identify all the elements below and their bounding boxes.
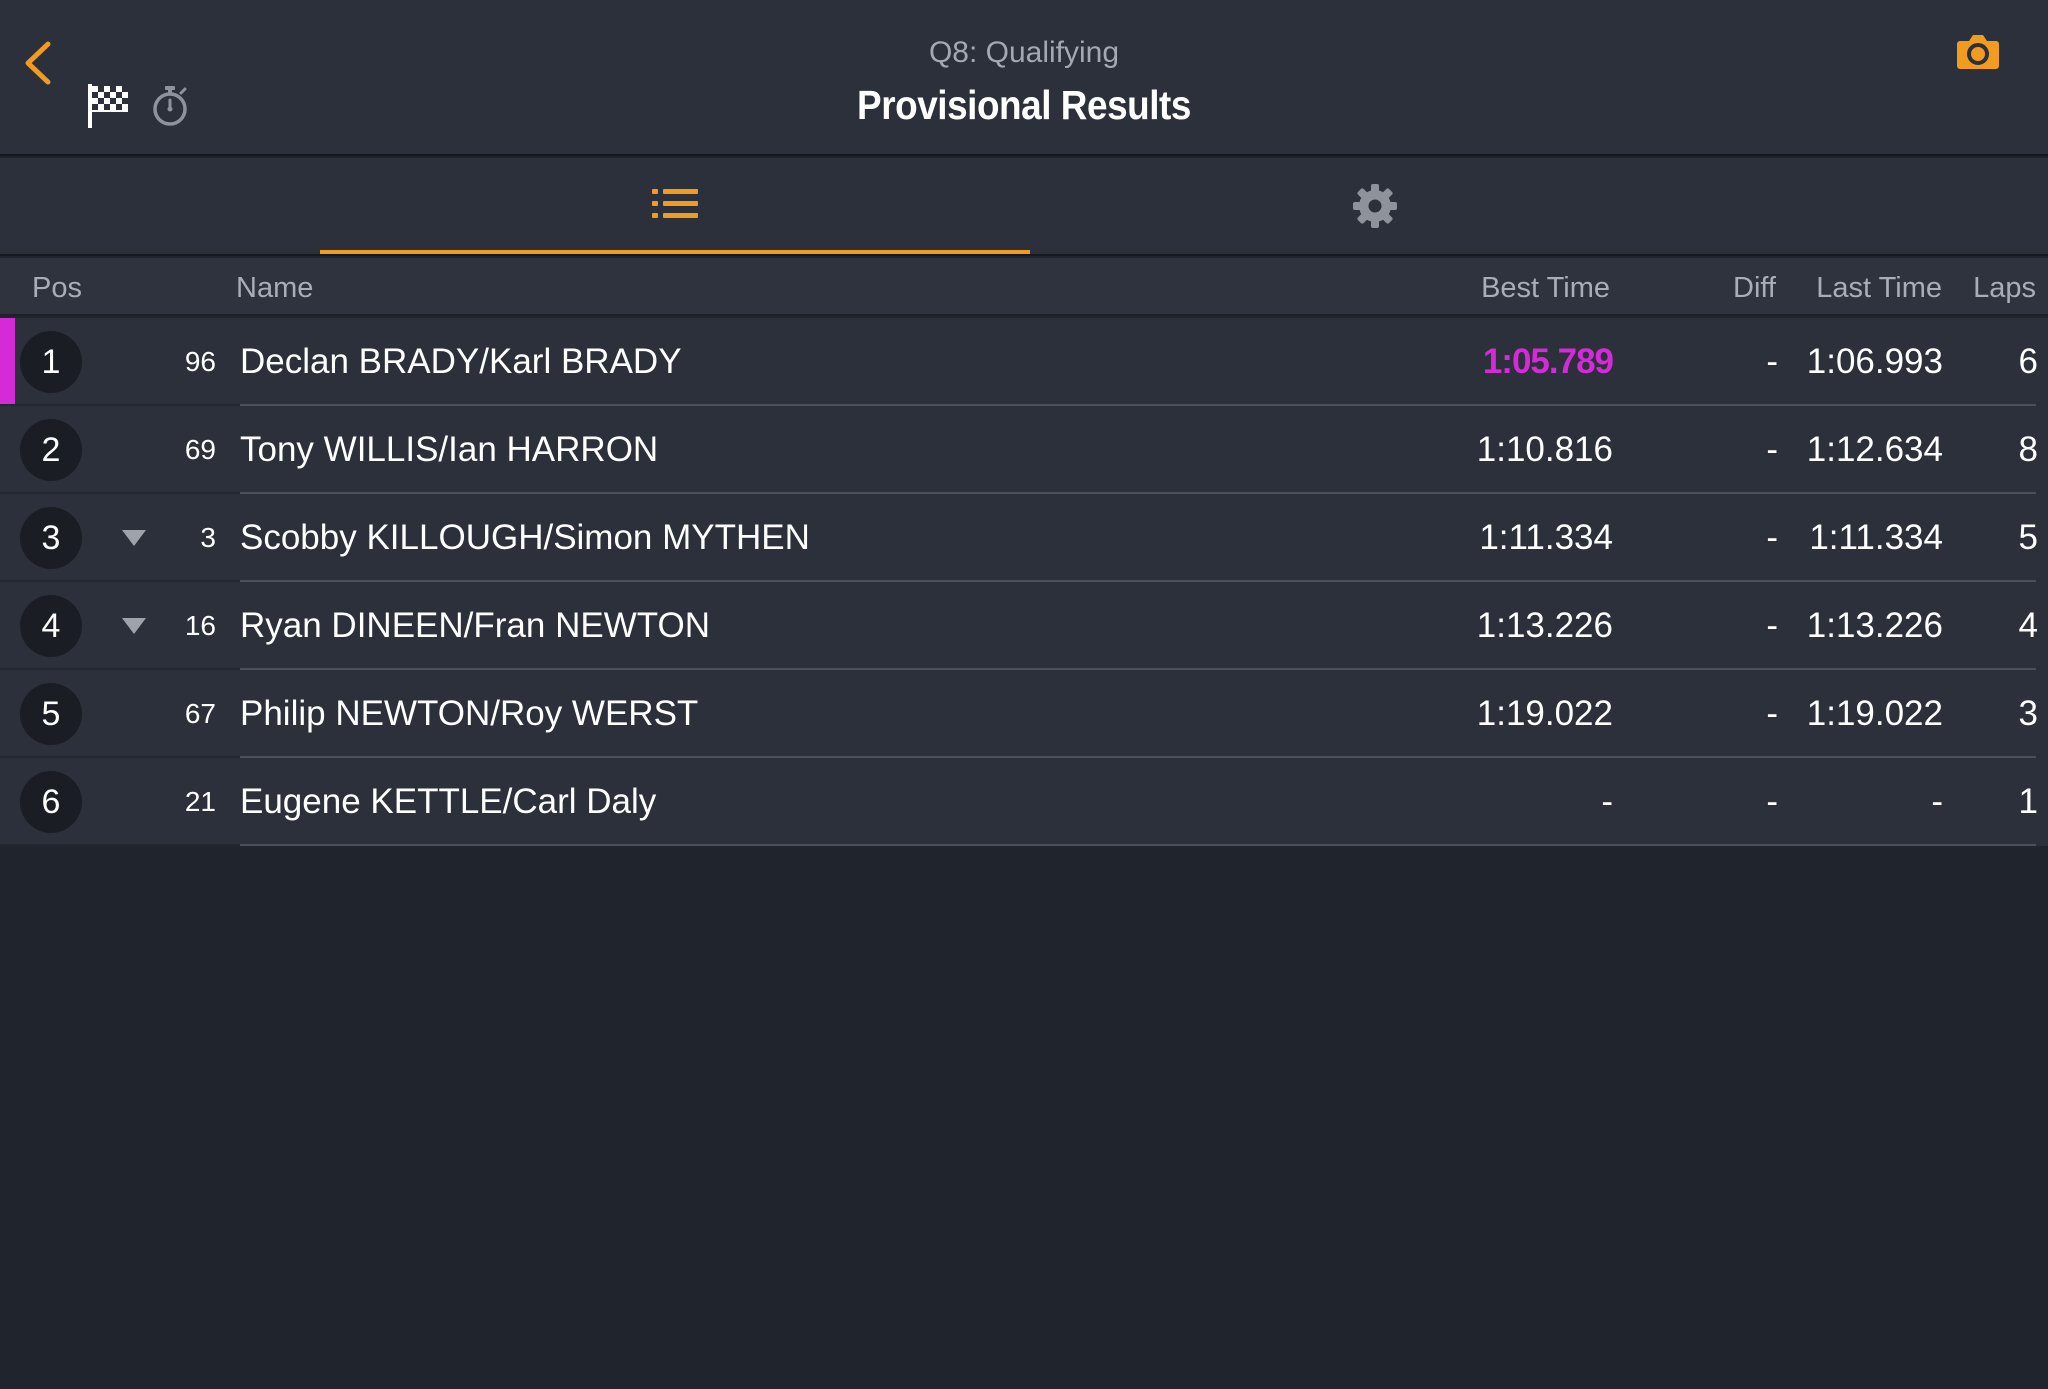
- car-number: 96: [184, 346, 216, 377]
- tab-bar: [0, 158, 2048, 256]
- row-divider: [0, 668, 240, 670]
- triangle-down-icon: [122, 530, 146, 546]
- last-time: -: [1931, 782, 1943, 821]
- diff: -: [1766, 518, 1778, 557]
- row-divider: [0, 492, 240, 494]
- driver-name: Tony WILLIS/Ian HARRON: [240, 430, 659, 469]
- best-time: 1:19.022: [1476, 694, 1613, 733]
- last-time: 1:19.022: [1806, 694, 1943, 733]
- row-divider: [240, 580, 2036, 582]
- last-time: 1:11.334: [1809, 518, 1943, 557]
- best-time: 1:13.226: [1476, 606, 1613, 645]
- car-number: 21: [184, 786, 216, 817]
- diff: -: [1766, 694, 1778, 733]
- column-header-name: Name: [236, 272, 314, 304]
- row-divider: [240, 844, 2036, 846]
- car-number: 69: [184, 434, 216, 465]
- driver-name: Declan BRADY/Karl BRADY: [240, 342, 682, 381]
- table-row[interactable]: 3 3 Scobby KILLOUGH/Simon MYTHEN 1:11.33…: [0, 494, 2048, 582]
- car-number: 3: [200, 522, 216, 553]
- table-row[interactable]: 6 21 Eugene KETTLE/Carl Daly - - - 1: [0, 758, 2048, 846]
- table-row[interactable]: 5 67 Philip NEWTON/Roy WERST 1:19.022 - …: [0, 670, 2048, 758]
- table-row[interactable]: 1 96 Declan BRADY/Karl BRADY 1:05.789 - …: [0, 318, 2048, 406]
- column-header-last-time: Last Time: [1816, 272, 1942, 304]
- last-time: 1:12.634: [1806, 430, 1943, 469]
- row-divider: [240, 492, 2036, 494]
- row-divider: [0, 756, 240, 758]
- header-bar: Q8: Qualifying Provisional Results: [0, 0, 2048, 156]
- laps: 1: [2018, 782, 2038, 821]
- tab-results-list[interactable]: [320, 158, 1030, 254]
- row-divider: [240, 668, 2036, 670]
- page-title: Provisional Results: [857, 82, 1191, 128]
- best-time: 1:10.816: [1476, 430, 1613, 469]
- tab-settings[interactable]: [1030, 158, 1720, 254]
- last-time: 1:06.993: [1806, 342, 1943, 381]
- checkered-flag-icon: [88, 84, 128, 128]
- session-subtitle: Q8: Qualifying: [928, 36, 1120, 69]
- driver-name: Eugene KETTLE/Carl Daly: [240, 782, 657, 821]
- laps: 5: [2018, 518, 2038, 557]
- car-number: 67: [184, 698, 216, 729]
- driver-name: Philip NEWTON/Roy WERST: [240, 694, 699, 733]
- triangle-down-icon: [122, 618, 146, 634]
- column-header-best-time: Best Time: [1481, 272, 1610, 304]
- gear-icon: [1353, 184, 1397, 228]
- results-table: 1 96 Declan BRADY/Karl BRADY 1:05.789 - …: [0, 318, 2048, 846]
- fastest-lap-marker: [0, 318, 15, 404]
- column-header-diff: Diff: [1733, 272, 1776, 304]
- diff: -: [1766, 430, 1778, 469]
- best-time: 1:05.789: [1482, 342, 1614, 381]
- stopwatch-icon[interactable]: [150, 84, 190, 128]
- table-header: Pos Name Best Time Diff Last Time Laps: [0, 258, 2048, 316]
- row-divider: [240, 756, 2036, 758]
- driver-name: Ryan DINEEN/Fran NEWTON: [240, 606, 710, 645]
- position-badge: 3: [20, 507, 82, 569]
- column-header-laps: Laps: [1973, 272, 2036, 304]
- position-badge: 6: [20, 771, 82, 833]
- best-time: 1:11.334: [1479, 518, 1613, 557]
- table-row[interactable]: 4 16 Ryan DINEEN/Fran NEWTON 1:13.226 - …: [0, 582, 2048, 670]
- laps: 3: [2018, 694, 2038, 733]
- column-header-pos: Pos: [32, 272, 82, 304]
- row-divider: [0, 580, 240, 582]
- best-time: -: [1601, 782, 1613, 821]
- laps: 8: [2018, 430, 2038, 469]
- diff: -: [1766, 342, 1778, 381]
- last-time: 1:13.226: [1806, 606, 1943, 645]
- diff: -: [1766, 606, 1778, 645]
- position-badge: 2: [20, 419, 82, 481]
- laps: 6: [2018, 342, 2038, 381]
- laps: 4: [2018, 606, 2038, 645]
- row-divider: [240, 404, 2036, 406]
- diff: -: [1766, 782, 1778, 821]
- driver-name: Scobby KILLOUGH/Simon MYTHEN: [240, 518, 810, 557]
- camera-icon[interactable]: [1956, 32, 2000, 70]
- row-divider: [0, 844, 240, 846]
- position-badge: 5: [20, 683, 82, 745]
- chevron-left-icon[interactable]: [18, 38, 58, 88]
- row-divider: [0, 404, 240, 406]
- position-badge: 1: [20, 331, 82, 393]
- car-number: 16: [184, 610, 216, 641]
- table-row[interactable]: 2 69 Tony WILLIS/Ian HARRON 1:10.816 - 1…: [0, 406, 2048, 494]
- position-badge: 4: [20, 595, 82, 657]
- list-icon: [652, 189, 698, 218]
